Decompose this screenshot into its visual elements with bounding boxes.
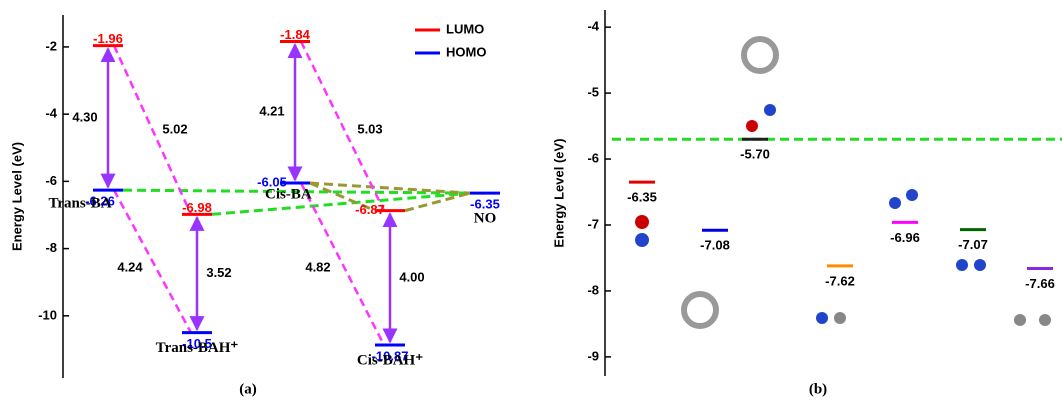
category-label: Trans-BA (48, 196, 111, 212)
level-label: -10.5 (182, 336, 212, 351)
category-label: Cis-BA (265, 186, 312, 202)
y-tick-label: -5 (587, 85, 599, 100)
level-label: -1.96 (93, 31, 123, 46)
y-tick-label: -8 (45, 240, 57, 255)
atom (746, 120, 758, 132)
atom (956, 259, 968, 271)
benzene-ring (741, 36, 779, 74)
y-tick-label: -8 (587, 282, 599, 297)
gap-label: 4.00 (399, 269, 424, 284)
y-axis-title: Energy Level (eV) (551, 138, 566, 247)
link-line (404, 191, 471, 213)
level-label: -6.35 (627, 190, 657, 205)
atom (974, 259, 986, 271)
atom (1014, 314, 1026, 326)
y-tick-label: -2 (45, 38, 57, 53)
transition-line (299, 41, 386, 212)
transition-label: 4.24 (117, 259, 143, 274)
y-tick-label: -10 (38, 307, 57, 322)
y-tick-label: -4 (45, 106, 57, 121)
y-axis-title: Energy Level (eV) (9, 142, 24, 251)
level-label: -6.98 (182, 200, 212, 215)
panel-label: (a) (239, 381, 257, 397)
category-label: Cis-BAH⁺ (357, 352, 423, 368)
y-tick-label: -6 (587, 150, 599, 165)
transition-label: 5.02 (162, 121, 187, 136)
level-label: -6.87 (355, 202, 385, 217)
y-tick-label: -7 (587, 216, 599, 231)
atom (906, 189, 918, 201)
legend-label: LUMO (446, 21, 484, 36)
transition-label: 4.82 (305, 259, 330, 274)
level-label: -6.96 (890, 230, 920, 245)
level-label: -6.05 (257, 174, 287, 189)
atom (834, 312, 846, 324)
transition-line (112, 45, 193, 215)
link-line (309, 181, 376, 212)
level-label: -1.84 (280, 27, 310, 42)
level-label: -7.62 (825, 273, 855, 288)
atom (635, 215, 649, 229)
atom (635, 233, 649, 247)
atom (889, 197, 901, 209)
category-label: NO (474, 211, 497, 227)
benzene-ring (681, 291, 719, 329)
level-label: -7.66 (1025, 276, 1055, 291)
y-tick-label: -9 (587, 348, 599, 363)
category-label: Trans-BAH⁺ (156, 340, 239, 356)
level-label: -6.35 (470, 197, 500, 212)
y-tick-label: -6 (45, 173, 57, 188)
panel-label: (b) (809, 381, 827, 397)
transition-label: 5.03 (357, 121, 382, 136)
legend-label: HOMO (446, 44, 486, 59)
transition-line (112, 189, 193, 334)
level-label: -6.26 (85, 194, 115, 209)
gap-label: 4.21 (259, 104, 284, 119)
atom (764, 104, 776, 116)
link-line (211, 191, 471, 216)
level-label: -7.07 (958, 237, 988, 252)
link-line (309, 181, 471, 195)
y-tick-label: -4 (587, 19, 599, 34)
atom (816, 312, 828, 324)
atom (1039, 314, 1051, 326)
molecules (635, 36, 1051, 329)
gap-label: 4.30 (72, 109, 97, 124)
gap-label: 3.52 (206, 265, 231, 280)
level-label: -5.70 (740, 147, 770, 162)
level-label: -7.08 (700, 238, 730, 253)
level-label: -10.87 (372, 348, 409, 363)
transition-line (299, 182, 386, 346)
